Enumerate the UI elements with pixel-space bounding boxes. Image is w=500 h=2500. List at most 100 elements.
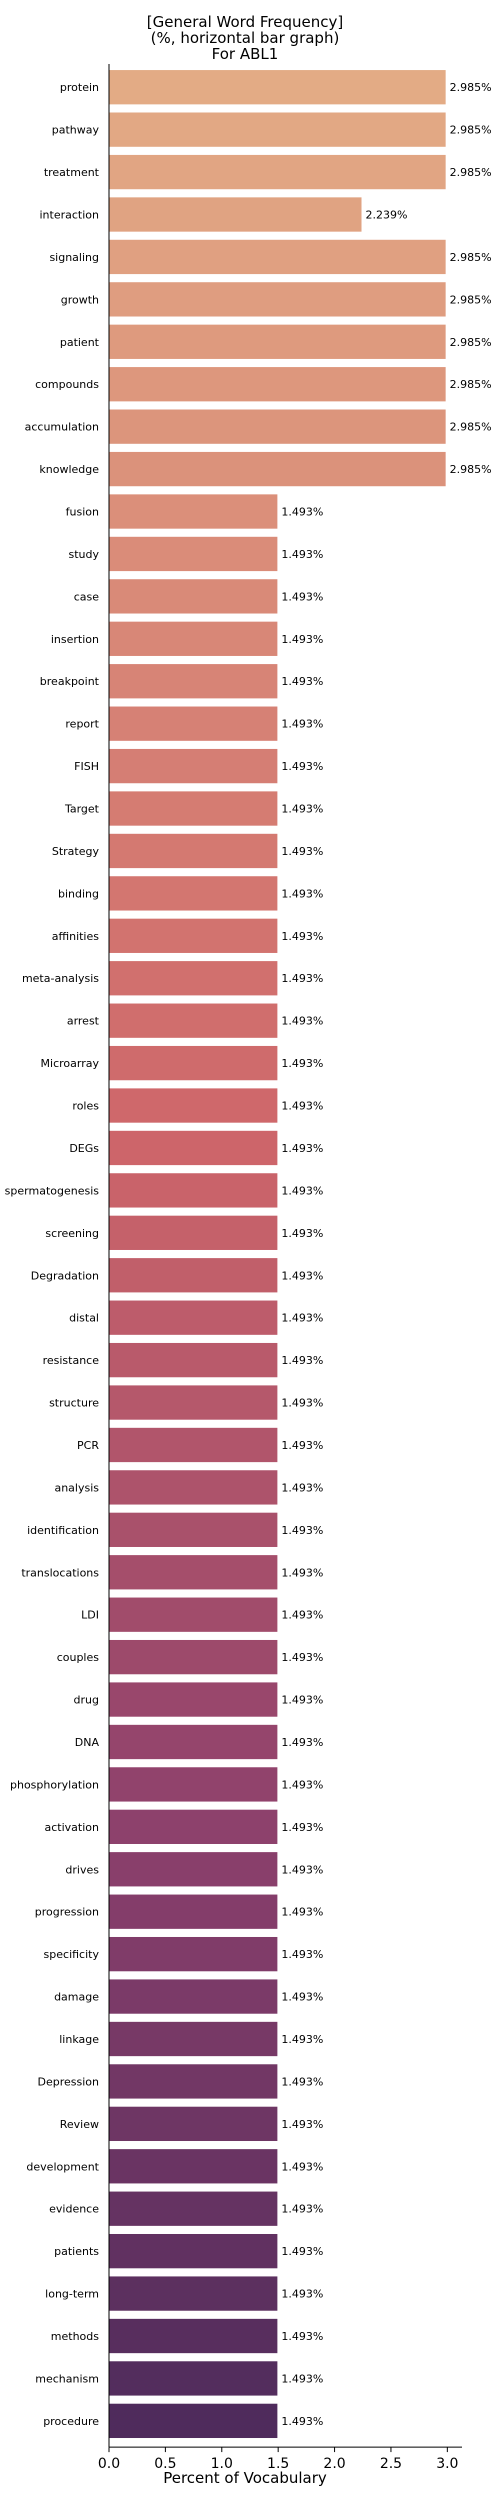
x-tick-label: 1.5 [267,2456,289,2472]
category-label: growth [61,293,99,306]
category-label: Microarray [41,1057,100,1070]
value-label: 2.239% [366,209,408,222]
value-label: 1.493% [281,1015,323,1028]
value-label: 1.493% [281,972,323,985]
bar-accumulation [109,409,446,444]
bar-activation [109,1809,278,1844]
value-label: 1.493% [281,633,323,646]
chart-title: [General Word Frequency](%, horizontal b… [147,13,343,63]
value-label: 1.493% [281,803,323,816]
x-tick-label: 1.0 [211,2456,233,2472]
value-label: 1.493% [281,718,323,731]
bar-PCR [109,1427,278,1463]
category-label: phosphorylation [10,1778,99,1791]
bar-compounds [109,367,446,402]
bar-screening [109,1215,278,1250]
value-label: 1.493% [281,2075,323,2088]
value-label: 1.493% [281,1439,323,1452]
category-label: couples [57,1651,100,1664]
value-label: 1.493% [281,1142,323,1155]
category-label: evidence [49,2203,99,2216]
value-label: 2.985% [450,463,492,476]
category-label: development [26,2160,99,2173]
category-label: drug [74,1694,99,1707]
value-label: 1.493% [281,1269,323,1282]
category-label: procedure [43,2415,99,2428]
x-tick-label: 0.5 [154,2456,176,2472]
category-label: translocations [21,1566,99,1579]
bar-mechanism [109,2361,278,2396]
bar-breakpoint [109,664,278,699]
category-label: signaling [49,251,99,264]
value-label: 1.493% [281,2330,323,2343]
bar-identification [109,1512,278,1547]
bar-resistance [109,1342,278,1378]
category-label: structure [49,1397,99,1410]
bar-patients [109,2233,278,2269]
value-label: 1.493% [281,1481,323,1494]
bar-patient [109,324,446,359]
category-label: screening [45,1227,99,1240]
category-label: activation [45,1821,100,1834]
value-label: 2.985% [450,124,492,137]
bar-Degradation [109,1258,278,1293]
category-label: methods [51,2330,99,2343]
category-label: treatment [44,166,100,179]
bar-protein [109,70,446,105]
category-label: FISH [74,760,99,773]
bar-knowledge [109,451,446,487]
category-label: binding [58,887,99,900]
bar-affinities [109,918,278,953]
bar-Review [109,2106,278,2142]
category-label: spermatogenesis [5,1184,100,1197]
bar-translocations [109,1555,278,1590]
value-label: 1.493% [281,548,323,561]
bar-Microarray [109,1045,278,1081]
value-label: 2.985% [450,166,492,179]
x-axis-label: Percent of Vocabulary [163,2469,327,2487]
bar-LDI [109,1597,278,1632]
value-label: 1.493% [281,1354,323,1367]
bar-damage [109,1979,278,2014]
value-label: 1.493% [281,2415,323,2428]
value-label: 1.493% [281,1736,323,1749]
bar-Depression [109,2064,278,2099]
category-label: fusion [66,506,99,519]
bar-DEGs [109,1130,278,1166]
category-label: protein [60,81,99,94]
bar-spermatogenesis [109,1173,278,1208]
category-label: patient [60,336,100,349]
value-label: 2.985% [450,81,492,94]
bar-long-term [109,2276,278,2311]
category-label: LDI [81,1609,99,1622]
chart-title-line: (%, horizontal bar graph) [151,29,340,47]
bar-signaling [109,239,446,275]
category-label: affinities [52,930,100,943]
value-label: 1.493% [281,1906,323,1919]
value-label: 1.493% [281,887,323,900]
category-label: accumulation [25,421,99,434]
category-label: Depression [38,2075,100,2088]
bar-couples [109,1639,278,1675]
bar-development [109,2149,278,2184]
bar-distal [109,1300,278,1335]
value-label: 1.493% [281,760,323,773]
chart-title-line: [General Word Frequency] [147,13,343,31]
value-label: 1.493% [281,1057,323,1070]
category-label: linkage [59,2033,99,2046]
category-label: compounds [35,378,99,391]
bar-FISH [109,748,278,784]
category-label: specificity [44,1948,100,1961]
value-label: 1.493% [281,1778,323,1791]
category-label: roles [72,1100,99,1113]
value-label: 1.493% [281,590,323,603]
value-label: 1.493% [281,2118,323,2131]
value-label: 1.493% [281,2245,323,2258]
value-label: 1.493% [281,845,323,858]
value-label: 1.493% [281,1566,323,1579]
value-label: 1.493% [281,1651,323,1664]
value-label: 1.493% [281,930,323,943]
value-label: 1.493% [281,2203,323,2216]
bar-structure [109,1385,278,1420]
category-label: progression [35,1906,99,1919]
